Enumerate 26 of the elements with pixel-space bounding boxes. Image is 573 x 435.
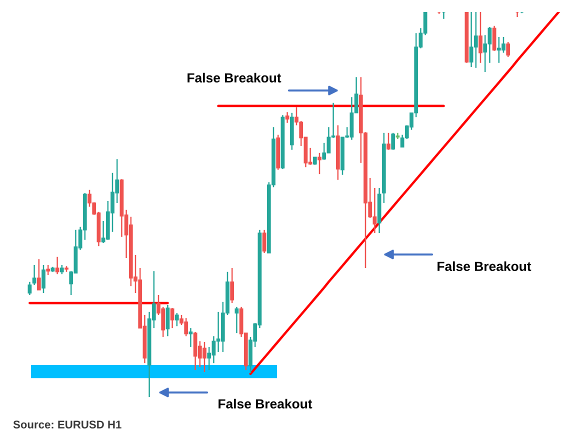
annotation: False Breakout	[438, 261, 532, 272]
candlestick	[174, 312, 179, 327]
candlestick	[55, 256, 60, 275]
candlestick	[492, 25, 496, 52]
candlestick	[318, 152, 322, 175]
candlestick	[506, 41, 510, 58]
candlestick	[391, 132, 396, 150]
candlestick	[386, 132, 390, 150]
candlestick	[474, 12, 478, 68]
source-note: Source: EURUSD H1	[13, 420, 122, 428]
text: False Breakout	[218, 398, 312, 409]
candlestick	[170, 307, 174, 329]
candlestick	[46, 264, 50, 276]
candlestick	[478, 12, 482, 64]
annotation: False Breakout	[188, 72, 282, 83]
candlestick	[285, 111, 290, 124]
candlestick	[188, 327, 193, 348]
candlestick	[36, 258, 41, 291]
candlestick	[60, 264, 64, 275]
candlestick	[166, 304, 170, 337]
candlestick	[230, 267, 234, 304]
candlestick	[262, 229, 266, 254]
candlestick	[28, 281, 32, 296]
candlestick	[32, 264, 36, 286]
candlestick	[42, 264, 46, 294]
candlestick	[234, 306, 239, 334]
